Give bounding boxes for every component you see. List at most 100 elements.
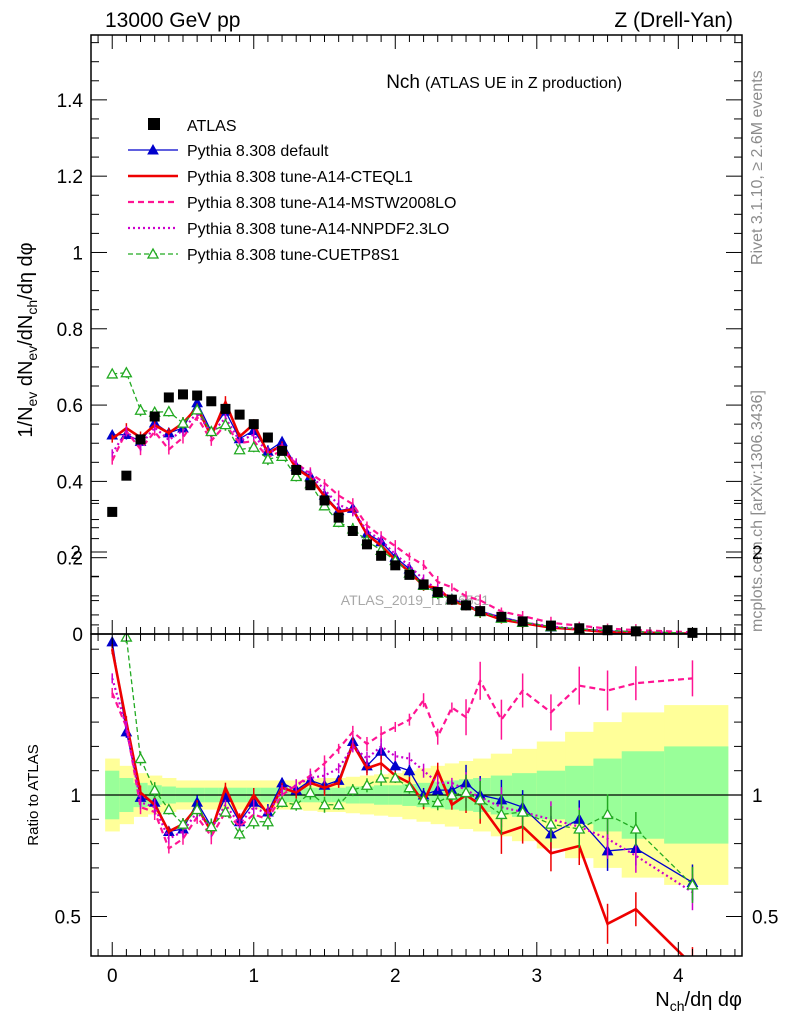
- series-marker: [191, 403, 204, 415]
- atlas-point: [192, 390, 203, 401]
- atlas-point: [277, 445, 288, 456]
- rivet-label: Rivet 3.1.10, ≥ 2.6M events: [749, 70, 766, 265]
- series-marker: [205, 820, 218, 832]
- atlas-point: [390, 560, 401, 571]
- ratio-plot-series: [106, 634, 699, 956]
- x-tick-label: 1: [248, 966, 259, 987]
- series-marker: [219, 805, 232, 817]
- header-left: 13000 GeV pp: [105, 9, 240, 32]
- atlas-point: [135, 434, 146, 445]
- series-marker: [147, 143, 159, 155]
- series-marker: [346, 783, 359, 795]
- y-tick-label-main: 0.6: [57, 396, 83, 417]
- series-marker: [431, 795, 444, 807]
- series-marker: [120, 366, 133, 378]
- atlas-point: [149, 411, 160, 422]
- atlas-point: [517, 616, 528, 627]
- y-axis-title-main: 1/Nev dNev/dNch/dη dφ: [15, 242, 40, 437]
- atlas-point: [319, 495, 330, 506]
- header-right: Z (Drell-Yan): [614, 9, 733, 32]
- x-tick-label: 0: [107, 966, 118, 987]
- series-marker: [134, 403, 147, 415]
- series-line-main-1: [111, 398, 693, 634]
- axes: 0 1 2 3 4 0.2 0.4 0.6 0.8 1 1.2 1.4 0 0.5 0.5 1 1 2 2: [55, 35, 778, 987]
- y-tick-label-main: 1.4: [57, 91, 84, 112]
- atlas-point: [107, 506, 118, 517]
- series-marker: [247, 440, 260, 452]
- series-line-ratio-1: [110, 648, 686, 956]
- series-marker: [233, 443, 246, 455]
- atlas-point: [475, 606, 486, 617]
- atlas-point: [446, 594, 457, 605]
- series-marker: [332, 798, 345, 810]
- atlas-point: [206, 396, 217, 407]
- series-line-main-2: [111, 414, 693, 634]
- series-marker: [148, 783, 161, 795]
- series-marker: [459, 786, 473, 798]
- atlas-point: [163, 392, 174, 403]
- series-marker: [389, 771, 402, 783]
- series-marker: [219, 418, 232, 430]
- atlas-point: [262, 432, 273, 443]
- series-marker: [176, 416, 190, 428]
- atlas-point: [376, 550, 387, 561]
- series-marker: [573, 822, 586, 834]
- atlas-point: [333, 512, 344, 523]
- series-marker: [261, 452, 275, 464]
- atlas-point: [121, 470, 132, 481]
- atlas-point: [545, 620, 556, 631]
- y-tick-label-main: 0.8: [57, 320, 83, 341]
- legend-label-4: Pythia 8.308 tune-CUETP8S1: [187, 247, 400, 264]
- y-axis-title-ratio: Ratio to ATLAS: [25, 744, 42, 845]
- series-marker: [191, 803, 204, 815]
- atlas-point: [248, 419, 259, 430]
- series-marker: [146, 247, 160, 259]
- svg-text:1/Nev dNev/dNch/dη dφ: 1/Nev dNev/dNch/dη dφ: [15, 242, 40, 437]
- series-marker: [176, 817, 190, 829]
- series-marker: [389, 759, 402, 771]
- series-marker: [290, 798, 303, 810]
- atlas-point: [220, 403, 231, 414]
- atlas-point: [432, 587, 443, 598]
- legend-label-0: Pythia 8.308 default: [187, 143, 329, 160]
- series-marker: [629, 822, 642, 834]
- atlas-point: [361, 539, 372, 550]
- atlas-point: [305, 480, 316, 491]
- atlas-point: [418, 579, 429, 590]
- mcplots-label: mcplots.cern.ch [arXiv:1306.3436]: [749, 390, 766, 632]
- legend-marker-atlas: [148, 118, 160, 130]
- x-tick-label: 4: [673, 966, 684, 987]
- series-marker: [445, 788, 458, 800]
- series-marker: [261, 815, 275, 827]
- series-marker: [318, 798, 331, 810]
- x-axis-title: Nch/dη dφ: [655, 989, 742, 1014]
- series-marker: [601, 808, 614, 820]
- series-line-ratio-4: [125, 634, 693, 886]
- legend-label-3: Pythia 8.308 tune-A14-NNPDF2.3LO: [187, 221, 449, 238]
- series-marker: [106, 367, 119, 379]
- series-marker: [516, 805, 529, 817]
- y-tick-label-ratio: 1: [70, 786, 81, 807]
- series-marker: [247, 815, 260, 827]
- chart-title: Nch (ATLAS UE in Z production): [386, 72, 622, 93]
- legend-label-2: Pythia 8.308 tune-A14-MSTW2008LO: [187, 195, 456, 212]
- x-tick-label: 2: [390, 966, 401, 987]
- series-marker: [495, 808, 508, 820]
- atlas-point: [496, 611, 507, 622]
- series-line-main-4: [112, 372, 693, 634]
- y-tick-label-main: 0.2: [57, 549, 83, 570]
- legend: ATLAS Pythia 8.308 default Pythia 8.308 tu…: [128, 118, 456, 264]
- series-marker: [162, 405, 175, 417]
- title-main: Nch: [386, 72, 420, 93]
- atlas-point: [347, 525, 358, 536]
- series-marker: [403, 781, 416, 793]
- legend-label-1: Pythia 8.308 tune-A14-CTEQL1: [187, 169, 413, 186]
- series-marker: [290, 470, 303, 482]
- series-line-ratio-3: [111, 678, 694, 894]
- series-marker: [304, 786, 317, 798]
- series-marker: [544, 817, 558, 829]
- series-marker: [360, 778, 374, 790]
- y-tick-label-ratio: 0.5: [55, 908, 81, 929]
- series-marker: [474, 793, 487, 805]
